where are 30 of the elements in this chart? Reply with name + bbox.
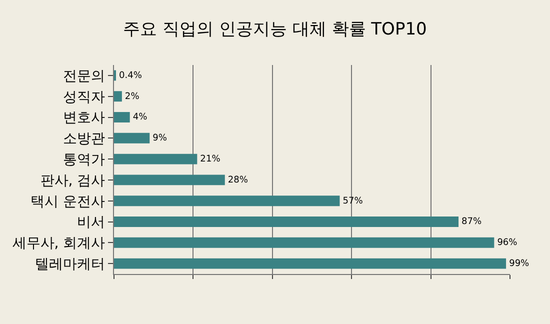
bar (114, 237, 494, 248)
bar (114, 196, 340, 206)
y-tick-label: 판사, 검사 (40, 172, 106, 189)
bar (114, 174, 225, 186)
y-tick-label: 택시 운전사 (30, 194, 106, 210)
data-label: 4% (132, 112, 148, 123)
bar (114, 132, 150, 144)
data-label: 0.4% (119, 70, 142, 81)
bar (114, 91, 122, 102)
y-tick-label: 비서 (77, 214, 106, 231)
data-label: 21% (200, 154, 221, 164)
data-label: 2% (124, 92, 140, 102)
data-label: 28% (228, 175, 248, 186)
data-label: 9% (152, 134, 168, 144)
y-tick-label: 성직자 (63, 89, 106, 106)
bar (114, 154, 198, 164)
bar (114, 216, 459, 227)
y-tick-label: 변호사 (63, 110, 106, 126)
data-label: 57% (342, 196, 364, 206)
data-label: 87% (462, 217, 482, 228)
bar (114, 258, 506, 269)
data-label: 99% (509, 258, 530, 269)
y-tick-label: 세무사, 회계사 (12, 236, 106, 252)
y-tick-label: 전문의 (63, 68, 106, 84)
bar (114, 112, 130, 122)
y-tick-label: 통역가 (63, 152, 106, 168)
y-tick-label: 소방관 (63, 131, 106, 148)
y-tick-label: 텔레마케터 (35, 256, 106, 272)
data-label: 96% (497, 238, 518, 248)
chart-title: 주요 직업의 인공지능 대체 확률 TOP10 (123, 20, 427, 40)
